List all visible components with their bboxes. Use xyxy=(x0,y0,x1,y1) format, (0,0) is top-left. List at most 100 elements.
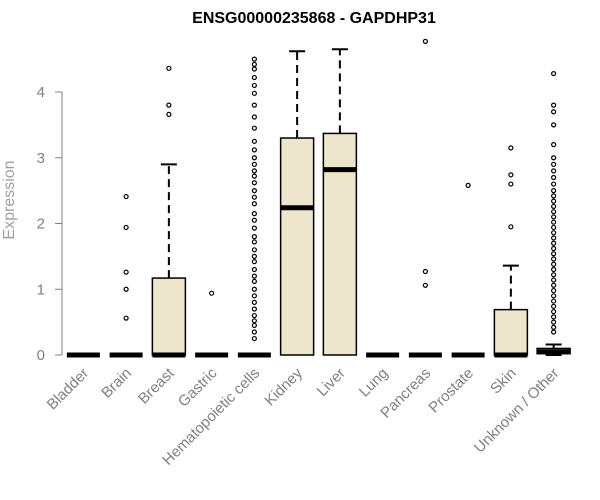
box-rect-6 xyxy=(322,132,358,356)
outlier-11-3 xyxy=(551,314,557,320)
outlier-11-9 xyxy=(551,282,557,288)
outlier-1-2 xyxy=(123,269,129,275)
box-rect-10 xyxy=(493,308,529,356)
boxes-layer xyxy=(66,38,571,358)
box-11 xyxy=(536,70,571,356)
outlier-4-38 xyxy=(251,56,257,62)
outlier-8-2 xyxy=(422,38,428,44)
outlier-11-5 xyxy=(551,303,557,309)
outlier-4-4 xyxy=(251,312,257,319)
outlier-11-37 xyxy=(551,70,557,77)
outlier-11-0 xyxy=(551,329,557,335)
outlier-4-2 xyxy=(251,322,257,329)
x-tick-label-6: Liver xyxy=(314,365,349,400)
outlier-11-17 xyxy=(551,240,557,246)
outlier-11-2 xyxy=(551,319,557,325)
outlier-4-19 xyxy=(251,211,257,217)
outlier-4-16 xyxy=(251,234,257,240)
outlier-11-14 xyxy=(551,256,557,262)
outlier-4-13 xyxy=(251,253,257,259)
outlier-11-26 xyxy=(551,193,557,199)
y-tick-label-3: 3 xyxy=(37,150,45,167)
outlier-4-34 xyxy=(251,82,257,89)
outlier-4-11 xyxy=(251,266,257,273)
outlier-11-7 xyxy=(551,293,557,299)
outlier-4-36 xyxy=(251,66,257,72)
outlier-11-1 xyxy=(551,324,557,330)
x-tick-label-2: Breast xyxy=(135,364,178,407)
outlier-11-35 xyxy=(551,109,557,115)
x-tick-label-0: Bladder xyxy=(44,365,93,414)
outlier-11-15 xyxy=(551,251,557,257)
box-4 xyxy=(237,56,271,358)
outlier-11-20 xyxy=(551,224,557,231)
outlier-2-0 xyxy=(166,111,172,117)
outlier-11-16 xyxy=(551,245,557,252)
outlier-11-13 xyxy=(551,261,557,267)
outlier-2-2 xyxy=(166,65,172,71)
outlier-3-0 xyxy=(209,290,215,296)
outlier-11-11 xyxy=(551,272,557,278)
chart-title: ENSG00000235868 - GAPDHP31 xyxy=(192,10,436,27)
outlier-4-35 xyxy=(251,74,257,81)
box-8 xyxy=(408,38,442,358)
outlier-11-31 xyxy=(551,161,557,167)
box-10 xyxy=(493,145,529,358)
outlier-4-6 xyxy=(251,299,257,305)
box-rect-2 xyxy=(151,277,187,356)
outlier-8-1 xyxy=(422,268,428,275)
box-5 xyxy=(279,50,315,356)
outlier-11-6 xyxy=(551,298,557,304)
outlier-4-26 xyxy=(251,161,257,167)
outlier-1-1 xyxy=(123,286,129,292)
outlier-10-3 xyxy=(508,145,514,151)
outlier-4-22 xyxy=(251,188,257,194)
outlier-10-1 xyxy=(508,181,514,187)
outlier-11-34 xyxy=(551,122,557,128)
y-tick-label-1: 1 xyxy=(37,281,45,298)
x-tick-label-9: Prostate xyxy=(425,365,477,417)
outlier-4-5 xyxy=(251,306,257,312)
outlier-4-24 xyxy=(251,173,257,179)
y-tick-label-2: 2 xyxy=(37,216,45,233)
outlier-11-29 xyxy=(551,174,557,181)
outlier-4-21 xyxy=(251,194,257,200)
y-tick-label-0: 0 xyxy=(37,347,45,364)
outlier-11-25 xyxy=(551,198,557,204)
outlier-4-20 xyxy=(251,201,257,207)
outlier-4-10 xyxy=(251,273,257,279)
box-2 xyxy=(151,65,187,358)
outlier-4-17 xyxy=(251,225,257,231)
box-1 xyxy=(109,193,143,358)
outlier-4-29 xyxy=(251,138,257,144)
outlier-10-0 xyxy=(508,224,514,230)
outlier-11-10 xyxy=(551,277,557,283)
outlier-11-23 xyxy=(551,209,557,215)
x-tick-label-1: Brain xyxy=(98,365,135,402)
outlier-11-22 xyxy=(551,214,557,220)
outlier-1-0 xyxy=(123,315,129,321)
outlier-11-4 xyxy=(551,309,557,315)
y-axis: 0 1 2 3 4 xyxy=(37,84,63,364)
outlier-4-7 xyxy=(251,293,257,299)
outlier-4-15 xyxy=(251,239,257,245)
box-rect-5 xyxy=(279,137,315,356)
outlier-11-27 xyxy=(551,188,557,194)
outlier-4-14 xyxy=(251,247,257,253)
outlier-4-8 xyxy=(251,286,257,292)
box-6 xyxy=(322,48,358,356)
outlier-11-18 xyxy=(551,235,557,241)
outlier-11-28 xyxy=(551,181,557,187)
outlier-11-33 xyxy=(551,142,557,148)
outlier-4-37 xyxy=(251,61,257,67)
x-tick-label-5: Kidney xyxy=(261,364,306,409)
y-tick-label-4: 4 xyxy=(37,84,45,101)
outlier-8-0 xyxy=(422,282,428,288)
outlier-4-25 xyxy=(251,168,257,174)
outlier-11-21 xyxy=(551,219,557,225)
outlier-4-18 xyxy=(251,217,257,223)
outlier-11-24 xyxy=(551,203,557,210)
